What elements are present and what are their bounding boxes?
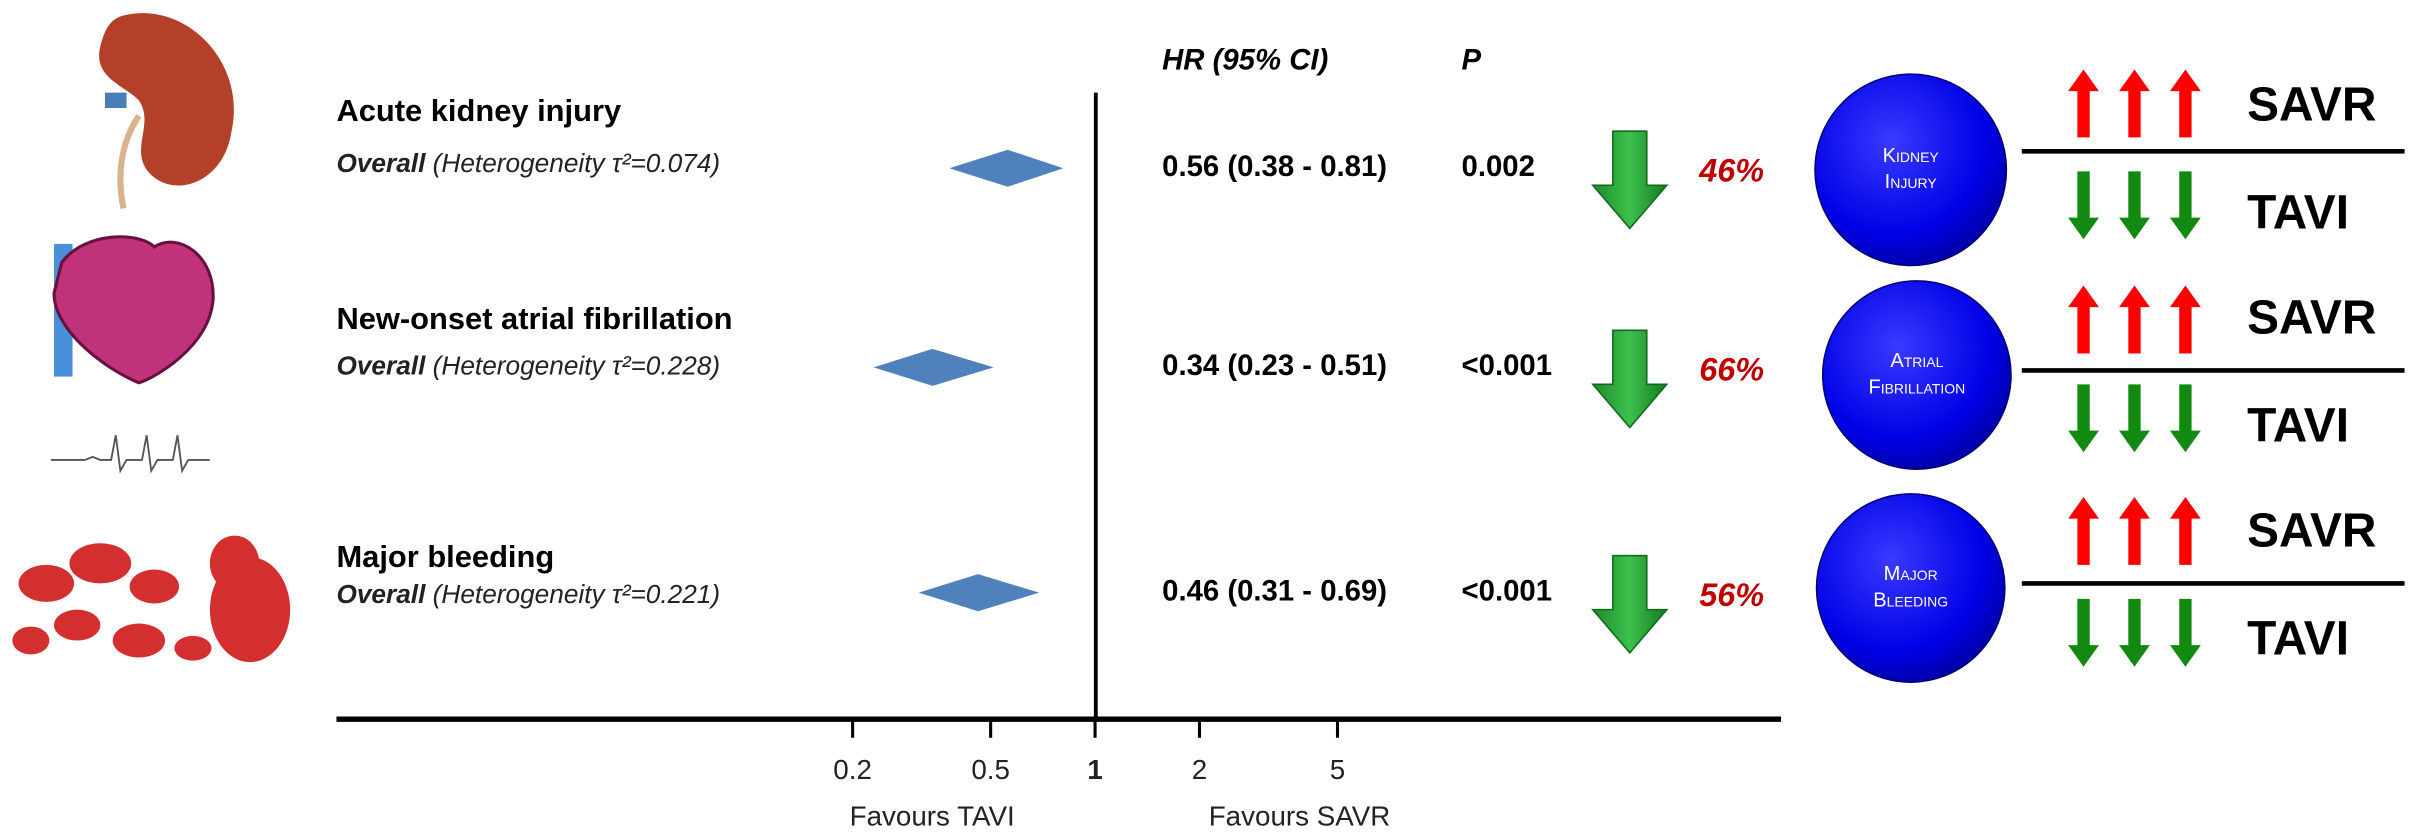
heterogeneity-label: (Heterogeneity τ²=0.221) <box>433 579 720 609</box>
x-tick-label: 5 <box>1330 754 1345 785</box>
diamond <box>873 348 994 386</box>
up-arrow <box>2169 69 2201 138</box>
up-arrow <box>2119 69 2150 138</box>
ureter <box>117 114 142 209</box>
p-value: 0.002 <box>1462 150 1535 183</box>
x-tick-label: 0.5 <box>971 754 1010 785</box>
vessel <box>104 92 127 109</box>
savr-label: SAVR <box>2247 79 2376 132</box>
ci-label: 0.34 (0.23 - 0.51) <box>1162 349 1387 382</box>
x-tick-label: 0.2 <box>833 754 872 785</box>
ci-label: 0.56 (0.38 - 0.81) <box>1162 150 1387 183</box>
tavi-label: TAVI <box>2247 613 2349 666</box>
tavi-label: TAVI <box>2247 400 2349 453</box>
ci-label: 0.46 (0.31 - 0.69) <box>1162 574 1387 607</box>
circle-label: Injury <box>1885 171 1938 193</box>
diamond <box>918 574 1040 612</box>
reduction-label: 56% <box>1699 577 1764 613</box>
circle-label: Atrial <box>1890 350 1943 372</box>
p-value: <0.001 <box>1462 574 1552 607</box>
reduction-arrow <box>1591 130 1669 230</box>
overall-label: Overall <box>336 579 426 609</box>
down-arrow <box>2119 384 2150 453</box>
up-arrow <box>2169 496 2201 565</box>
outcome-name: Major bleeding <box>336 539 554 574</box>
up-arrow <box>2068 69 2099 138</box>
circle-label: Kidney <box>1883 145 1940 167</box>
outcome-name: Acute kidney injury <box>336 93 621 128</box>
reduction-label: 46% <box>1698 152 1764 188</box>
up-arrow <box>2169 285 2201 354</box>
savr-label: SAVR <box>2247 292 2376 345</box>
down-arrow <box>2169 598 2201 667</box>
up-arrow <box>2119 496 2150 565</box>
illustrations <box>12 13 291 663</box>
reduction-arrow <box>1591 329 1669 429</box>
savr-label: SAVR <box>2247 505 2376 558</box>
down-arrow <box>2119 171 2150 240</box>
down-arrow <box>2068 171 2099 240</box>
x-tick-label: 2 <box>1192 754 1207 785</box>
reduction-label: 66% <box>1699 352 1764 388</box>
up-arrow <box>2068 285 2099 354</box>
overall-label: Overall <box>336 148 426 178</box>
x-tick-label: 1 <box>1087 754 1102 785</box>
down-arrow <box>2068 384 2099 453</box>
overall-label: Overall <box>336 350 426 380</box>
circle-label: Major <box>1884 563 1938 585</box>
heart-icon <box>52 235 215 385</box>
tavi-label: TAVI <box>2247 187 2349 240</box>
heterogeneity-label: (Heterogeneity τ²=0.074) <box>433 148 720 178</box>
ecg-icon <box>50 435 210 474</box>
subtitle: Overall (Heterogeneity τ²=0.074) <box>336 148 720 178</box>
circle-label: Fibrillation <box>1868 376 1965 398</box>
outcome-circle <box>1815 493 2006 683</box>
up-arrow <box>2068 496 2099 565</box>
blood-cells-icon <box>12 535 291 663</box>
outcome-name: New-onset atrial fibrillation <box>336 301 732 336</box>
down-arrow <box>2169 384 2201 453</box>
down-arrow <box>2119 598 2150 667</box>
subtitle: Overall (Heterogeneity τ²=0.228) <box>336 350 720 380</box>
down-arrow <box>2169 171 2201 240</box>
subtitle: Overall (Heterogeneity τ²=0.221) <box>336 579 720 609</box>
diamond <box>949 149 1064 187</box>
favours-savr: Favours SAVR <box>1209 800 1391 831</box>
favours-tavi: Favours TAVI <box>850 800 1015 831</box>
outcome-circle <box>1821 280 2012 470</box>
reduction-arrow <box>1591 554 1669 655</box>
kidney-icon <box>99 13 234 186</box>
outcome-circle <box>1814 73 2008 267</box>
p-value: <0.001 <box>1462 349 1552 382</box>
up-arrow <box>2119 285 2150 354</box>
circle-label: Bleeding <box>1873 589 1948 611</box>
hr-header: HR (95% CI) <box>1162 44 1328 77</box>
heterogeneity-label: (Heterogeneity τ²=0.228) <box>433 350 720 380</box>
down-arrow <box>2068 598 2099 667</box>
p-header: P <box>1462 44 1482 77</box>
